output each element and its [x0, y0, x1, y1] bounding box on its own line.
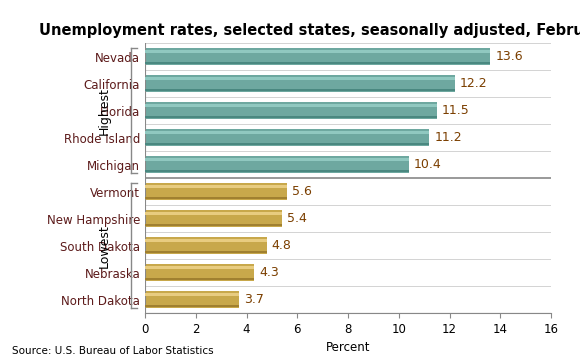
Text: Highest: Highest — [98, 87, 111, 135]
Bar — [145, 89, 455, 91]
Text: 11.2: 11.2 — [434, 131, 462, 144]
Bar — [145, 48, 490, 65]
Text: Source: U.S. Bureau of Labor Statistics: Source: U.S. Bureau of Labor Statistics — [12, 346, 213, 356]
Text: 11.5: 11.5 — [442, 104, 470, 117]
Text: 4.3: 4.3 — [259, 266, 279, 279]
Bar — [145, 210, 282, 227]
Bar — [145, 50, 490, 53]
Bar — [145, 237, 267, 254]
Bar — [145, 77, 455, 80]
Bar — [145, 183, 287, 200]
Text: 10.4: 10.4 — [414, 158, 442, 171]
Text: 13.6: 13.6 — [495, 50, 523, 63]
Bar — [145, 131, 429, 134]
Bar — [145, 143, 429, 145]
Bar — [145, 266, 254, 269]
Bar — [145, 62, 490, 64]
Text: Lowest: Lowest — [98, 224, 111, 267]
Bar — [145, 224, 282, 226]
Bar — [145, 305, 239, 307]
Bar — [145, 239, 267, 242]
Bar — [145, 170, 409, 172]
X-axis label: Percent: Percent — [326, 342, 370, 355]
Bar — [145, 116, 437, 118]
Bar — [145, 293, 239, 296]
Bar — [145, 291, 239, 308]
Bar — [145, 251, 267, 253]
Text: 5.6: 5.6 — [292, 185, 312, 198]
Bar — [145, 158, 409, 161]
Text: 3.7: 3.7 — [244, 293, 264, 306]
Text: 12.2: 12.2 — [459, 77, 487, 90]
Bar — [145, 197, 287, 199]
Bar — [145, 156, 409, 173]
Title: Unemployment rates, selected states, seasonally adjusted, February 2011: Unemployment rates, selected states, sea… — [39, 23, 580, 38]
Bar — [145, 75, 455, 92]
Text: 5.4: 5.4 — [287, 212, 307, 225]
Bar — [145, 129, 429, 146]
Bar — [145, 104, 437, 107]
Bar — [145, 264, 254, 281]
Bar — [145, 278, 254, 280]
Bar — [145, 212, 282, 215]
Bar — [145, 185, 287, 188]
Text: 4.8: 4.8 — [272, 239, 292, 252]
Bar — [145, 102, 437, 119]
